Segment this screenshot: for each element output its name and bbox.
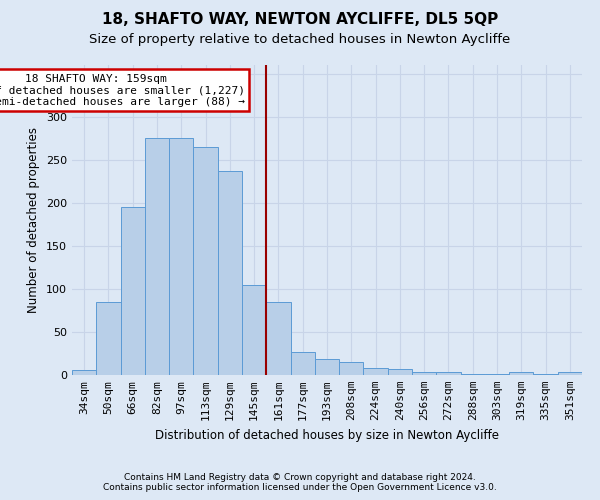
Y-axis label: Number of detached properties: Number of detached properties: [28, 127, 40, 313]
Bar: [242, 284, 266, 375]
Bar: [364, 368, 388, 375]
Bar: [412, 372, 436, 375]
Bar: [436, 372, 461, 375]
Bar: [96, 302, 121, 375]
Bar: [533, 374, 558, 375]
Bar: [266, 302, 290, 375]
Bar: [509, 372, 533, 375]
Bar: [315, 358, 339, 375]
Bar: [388, 369, 412, 375]
Bar: [558, 372, 582, 375]
X-axis label: Distribution of detached houses by size in Newton Aycliffe: Distribution of detached houses by size …: [155, 428, 499, 442]
Bar: [218, 171, 242, 375]
Bar: [193, 147, 218, 375]
Text: 18 SHAFTO WAY: 159sqm
← 93% of detached houses are smaller (1,227)
7% of semi-de: 18 SHAFTO WAY: 159sqm ← 93% of detached …: [0, 74, 245, 107]
Text: 18, SHAFTO WAY, NEWTON AYCLIFFE, DL5 5QP: 18, SHAFTO WAY, NEWTON AYCLIFFE, DL5 5QP: [102, 12, 498, 28]
Text: Contains public sector information licensed under the Open Government Licence v3: Contains public sector information licen…: [103, 484, 497, 492]
Bar: [290, 352, 315, 375]
Bar: [169, 138, 193, 375]
Bar: [145, 138, 169, 375]
Text: Contains HM Land Registry data © Crown copyright and database right 2024.: Contains HM Land Registry data © Crown c…: [124, 474, 476, 482]
Bar: [339, 362, 364, 375]
Bar: [121, 207, 145, 375]
Bar: [485, 374, 509, 375]
Bar: [72, 370, 96, 375]
Text: Size of property relative to detached houses in Newton Aycliffe: Size of property relative to detached ho…: [89, 32, 511, 46]
Bar: [461, 374, 485, 375]
